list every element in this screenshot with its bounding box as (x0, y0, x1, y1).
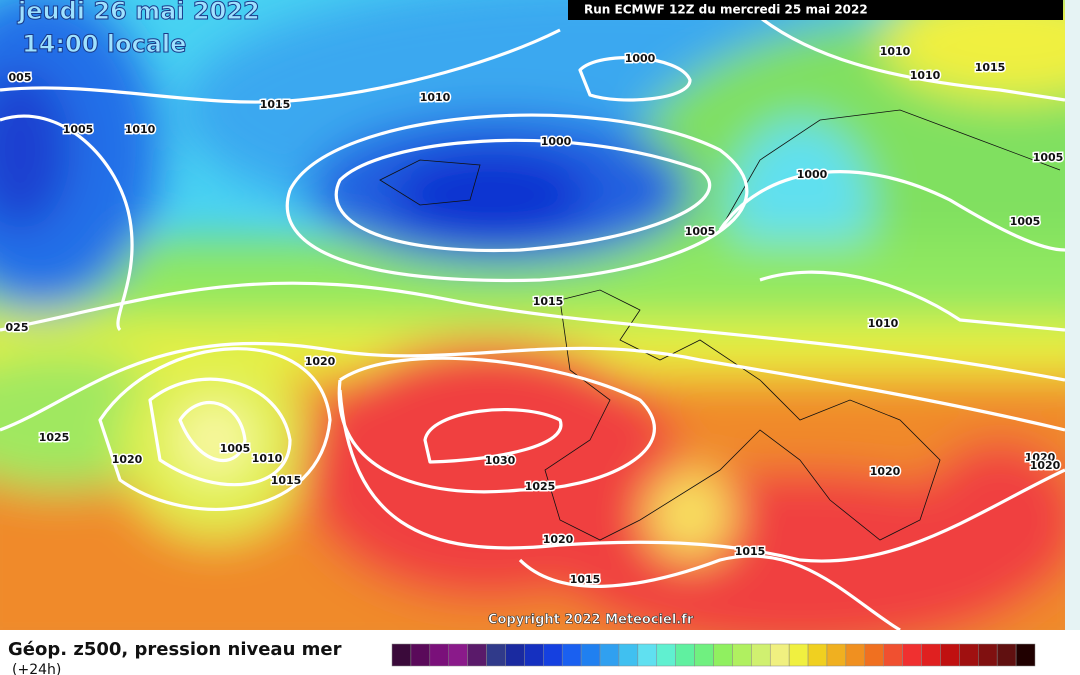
color-swatch (769, 643, 790, 667)
legend-title: Géop. z500, pression niveau mer (8, 639, 342, 660)
color-swatch (410, 643, 431, 667)
isobar-label: 1005 (1033, 151, 1064, 164)
isobar-label: 1005 (220, 442, 251, 455)
isobar-label: 1010 (910, 69, 941, 82)
isobar-label: 1000 (797, 168, 828, 181)
color-swatch (524, 643, 544, 667)
color-swatch (561, 643, 582, 667)
color-swatch (713, 643, 733, 667)
isobar-label: 1015 (260, 98, 291, 111)
color-swatch (788, 643, 809, 667)
isobar-label: 1015 (533, 295, 564, 308)
isobar-label: 1005 (685, 225, 716, 238)
isobar-label: 1020 (870, 465, 901, 478)
color-swatch (826, 643, 847, 667)
isobar-label: 005 (9, 71, 32, 84)
color-swatch (448, 643, 468, 667)
isobar-label: 1020 (305, 355, 336, 368)
color-swatch (505, 643, 525, 667)
color-swatch (543, 643, 563, 667)
isobar-label: 1025 (525, 480, 556, 493)
isobar-label: 1020 (543, 533, 574, 546)
isobar-label: 1020 (1030, 459, 1061, 472)
isobar-label: 1025 (39, 431, 70, 444)
color-swatch (940, 643, 960, 667)
date-label: jeudi 26 mai 2022 (17, 0, 260, 25)
color-swatch (429, 643, 449, 667)
color-swatch (864, 643, 884, 667)
isobar-label: 1010 (868, 317, 899, 330)
color-swatch (732, 643, 752, 667)
color-swatch (694, 643, 714, 667)
run-banner (568, 0, 1063, 20)
isobar-label: 1005 (63, 123, 94, 136)
color-swatch (580, 643, 601, 667)
isobar-label: 1010 (252, 452, 283, 465)
isobar-label: 1015 (735, 545, 766, 558)
isobar-label: 025 (6, 321, 29, 334)
isobar-label: 1010 (125, 123, 156, 136)
isobar-label: 1030 (485, 454, 516, 467)
color-swatch (599, 643, 620, 667)
isobar-label: 1010 (880, 45, 911, 58)
color-swatch (959, 643, 979, 667)
color-swatch (1015, 643, 1036, 667)
color-bar (391, 643, 1036, 667)
color-swatch (902, 643, 922, 667)
color-swatch (675, 643, 695, 667)
color-swatch (656, 643, 676, 667)
color-swatch (751, 643, 771, 667)
color-swatch (978, 643, 998, 667)
isobar-label: 1000 (541, 135, 572, 148)
color-swatch (996, 643, 1017, 667)
isobar-label: 1010 (420, 91, 451, 104)
color-swatch (921, 643, 941, 667)
color-swatch (637, 643, 658, 667)
copyright: Copyright 2022 Meteociel.fr (488, 613, 694, 628)
isobar-label: 1020 (1025, 451, 1056, 464)
isobar-label: 1020 (112, 453, 143, 466)
legend-subtitle: (+24h) (12, 662, 61, 675)
color-swatch (807, 643, 828, 667)
time-label: 14:00 locale (22, 30, 186, 58)
color-swatch (883, 643, 903, 667)
isobar-label: 1005 (1010, 215, 1041, 228)
color-swatch (845, 643, 866, 667)
isobar-label: 1015 (271, 474, 302, 487)
isobar-label: 1015 (570, 573, 601, 586)
run-label: Run ECMWF 12Z du mercredi 25 mai 2022 (584, 3, 868, 17)
color-swatch (467, 643, 487, 667)
isobar-label: 1000 (625, 52, 656, 65)
color-swatch (486, 643, 506, 667)
isobar-label: 1015 (975, 61, 1006, 74)
color-swatch (391, 643, 412, 667)
color-swatch (618, 643, 639, 667)
